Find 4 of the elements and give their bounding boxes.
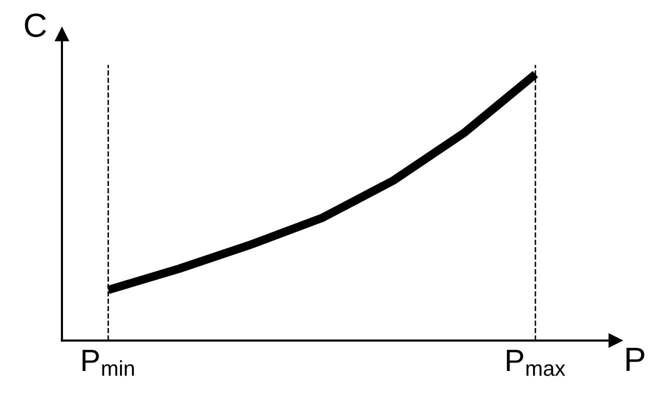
x-tick-label: P$_{max}$ [506, 350, 566, 376]
x-tick-label: P$_{min}$ [82, 350, 134, 376]
y-axis-title: C [24, 13, 46, 38]
x-axis-title: P [626, 348, 644, 371]
